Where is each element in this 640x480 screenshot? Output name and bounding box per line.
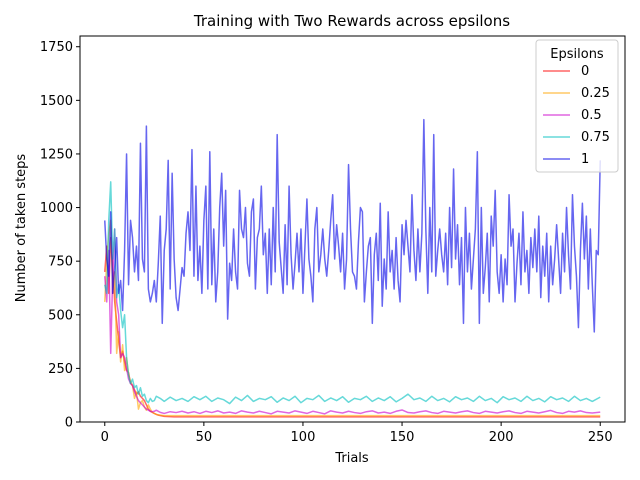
legend-label-0: 0	[581, 64, 589, 79]
y-tick-label: 250	[48, 362, 73, 377]
series-line-1	[104, 219, 601, 417]
y-tick-label: 750	[48, 255, 73, 270]
x-tick-label: 50	[196, 430, 213, 445]
legend-label-1: 0.25	[581, 86, 610, 101]
x-axis-title: Trials	[334, 451, 369, 466]
y-axis-title: Number of taken steps	[14, 154, 29, 303]
legend-label-3: 0.75	[581, 130, 610, 145]
series-line-3	[104, 181, 601, 405]
legend-label-2: 0.5	[581, 108, 602, 123]
x-tick-label: 100	[291, 430, 316, 445]
chart-title: Training with Two Rewards across epsilon…	[193, 12, 510, 30]
y-tick-label: 500	[48, 308, 73, 323]
legend-items: 0 0.25 0.5 0.75 1	[543, 64, 610, 167]
y-tick-label: 1500	[40, 94, 73, 109]
legend-title: Epsilons	[550, 47, 604, 62]
series-line-4	[104, 118, 601, 333]
legend: Epsilons 0 0.25 0.5 0.75 1	[535, 39, 619, 173]
legend-box	[535, 39, 619, 173]
series-line-2	[104, 228, 601, 415]
legend-label-4: 1	[581, 152, 589, 167]
y-tick-label: 0	[65, 416, 73, 431]
y-tick-label: 1750	[40, 40, 73, 55]
x-tick-label: 200	[489, 430, 514, 445]
y-tick-label: 1250	[40, 147, 73, 162]
series-layer	[104, 118, 601, 418]
x-tick-label: 150	[390, 430, 415, 445]
plot-frame	[79, 35, 626, 423]
axes-layer: 0 50 100 150 200 250 0 250 500 750 1000 1250 1500 175…	[40, 35, 626, 445]
x-tick-label: 0	[101, 430, 109, 445]
y-tick-label: 1000	[40, 201, 73, 216]
x-tick-label: 250	[588, 430, 613, 445]
